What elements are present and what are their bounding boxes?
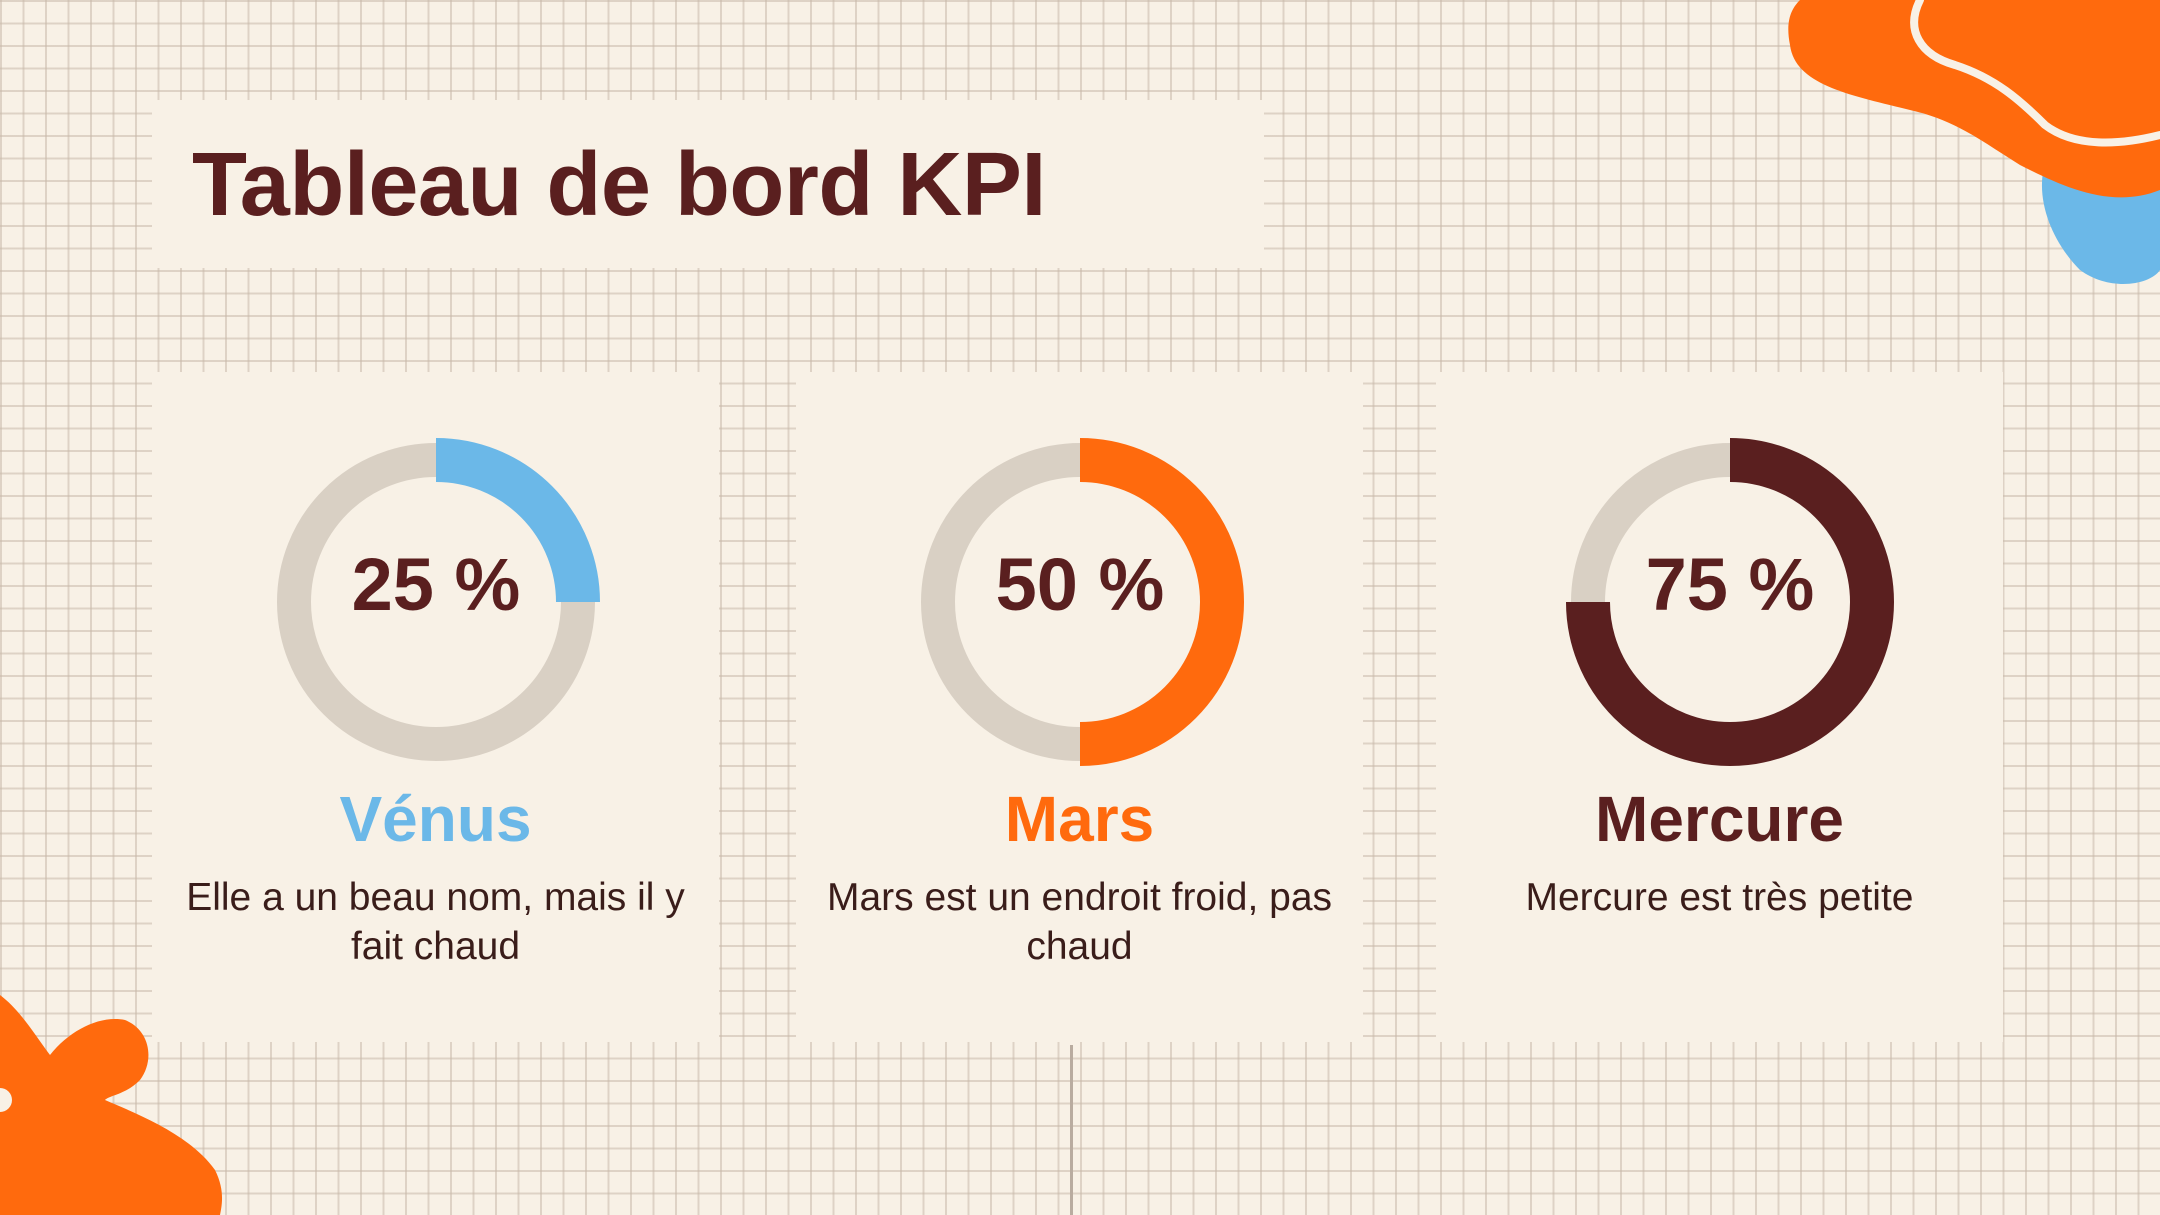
card-description-mars: Mars est un endroit froid, pas chaud bbox=[826, 876, 1333, 968]
gauge-value-mercure: 75 % bbox=[1645, 543, 1815, 626]
page-title: Tableau de bord KPI bbox=[192, 135, 1046, 235]
kpi-card-mercure: 75 % Mercure Mercure est très petite bbox=[1436, 372, 2003, 1042]
donut-value-arc bbox=[435, 438, 600, 603]
donut-chart-venus bbox=[277, 438, 600, 761]
donut-value-arc bbox=[1566, 438, 1894, 766]
cream-line-shape bbox=[1910, 0, 2160, 147]
kpi-card-mars: 50 % Mars Mars est un endroit froid, pas… bbox=[796, 372, 1363, 1042]
donut-chart-mars bbox=[921, 438, 1244, 766]
gauge-value-mars: 50 % bbox=[995, 543, 1165, 626]
card-description-mercure: Mercure est très petite bbox=[1525, 876, 1914, 919]
gauge-mars: 50 % bbox=[910, 432, 1250, 772]
cream-dot-shape bbox=[0, 1088, 12, 1112]
card-name-venus: Vénus bbox=[339, 783, 532, 855]
gauge-mercure: 75 % bbox=[1560, 432, 1900, 772]
donut-value-arc bbox=[1079, 438, 1244, 766]
top-right-blob-decoration bbox=[1788, 0, 2160, 284]
card-name-mars: Mars bbox=[1004, 783, 1155, 855]
gauge-venus: 25 % bbox=[266, 432, 606, 772]
bottom-left-blob-decoration bbox=[0, 995, 223, 1215]
orange-blob-shape bbox=[1788, 0, 2160, 198]
kpi-card-venus: 25 % Vénus Elle a un beau nom, mais il y… bbox=[152, 372, 719, 1042]
card-description-venus: Elle a un beau nom, mais il y fait chaud bbox=[186, 876, 685, 968]
title-panel bbox=[152, 100, 1264, 268]
gauge-value-venus: 25 % bbox=[351, 543, 521, 626]
divider-line bbox=[1070, 1045, 1073, 1215]
orange-splat-shape bbox=[0, 995, 223, 1215]
donut-chart-mercure bbox=[1566, 438, 1894, 766]
card-name-mercure: Mercure bbox=[1595, 783, 1844, 855]
